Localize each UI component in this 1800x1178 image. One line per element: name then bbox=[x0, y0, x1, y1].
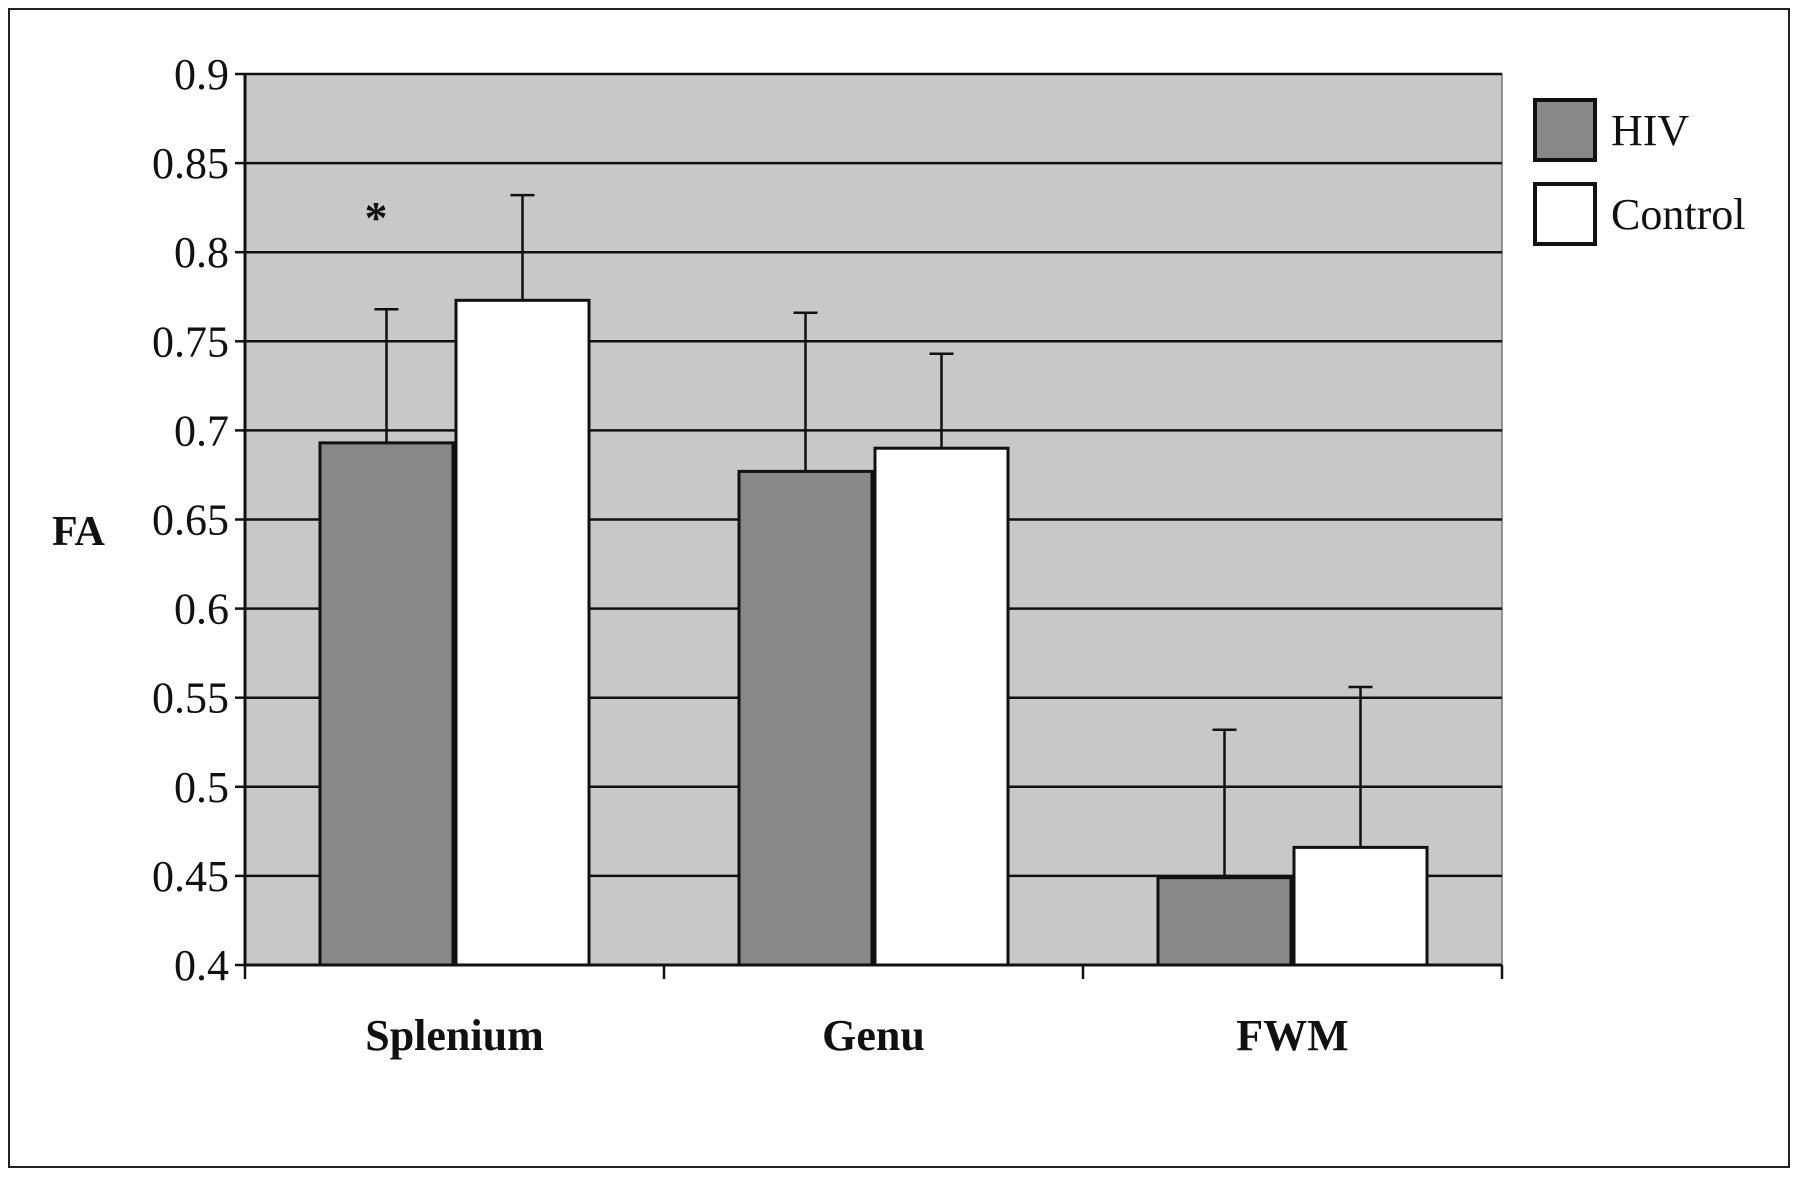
y-tick-label: 0.75 bbox=[152, 317, 229, 366]
bar-control-genu bbox=[873, 446, 1010, 967]
y-tick-label: 0.85 bbox=[152, 139, 229, 188]
x-category-label: Splenium bbox=[365, 1011, 544, 1060]
y-tick-label: 0.55 bbox=[152, 674, 229, 723]
legend-swatch-hiv bbox=[1533, 98, 1597, 162]
y-tick-label: 0.45 bbox=[152, 852, 229, 901]
y-tick-label: 0.65 bbox=[152, 496, 229, 545]
y-tick-label: 0.6 bbox=[174, 585, 229, 634]
significance-marker: * bbox=[365, 192, 388, 243]
y-tick-label: 0.4 bbox=[174, 941, 229, 990]
y-tick-label: 0.8 bbox=[174, 228, 229, 277]
y-axis-title: FA bbox=[52, 509, 106, 555]
bar-control-splenium bbox=[454, 298, 591, 967]
bar-control-fwm bbox=[1292, 845, 1429, 967]
x-category-label: Genu bbox=[822, 1011, 925, 1060]
legend-label-hiv: HIV bbox=[1611, 106, 1689, 155]
legend-swatch-control bbox=[1533, 182, 1597, 246]
y-tick-label: 0.5 bbox=[174, 763, 229, 812]
y-tick-label: 0.7 bbox=[174, 406, 229, 455]
x-category-label: FWM bbox=[1236, 1011, 1348, 1060]
bar-hiv-splenium bbox=[318, 441, 455, 967]
y-tick-label: 0.9 bbox=[174, 50, 229, 99]
bar-hiv-fwm bbox=[1156, 876, 1293, 967]
bar-hiv-genu bbox=[737, 469, 874, 967]
legend-label-control: Control bbox=[1611, 190, 1745, 239]
